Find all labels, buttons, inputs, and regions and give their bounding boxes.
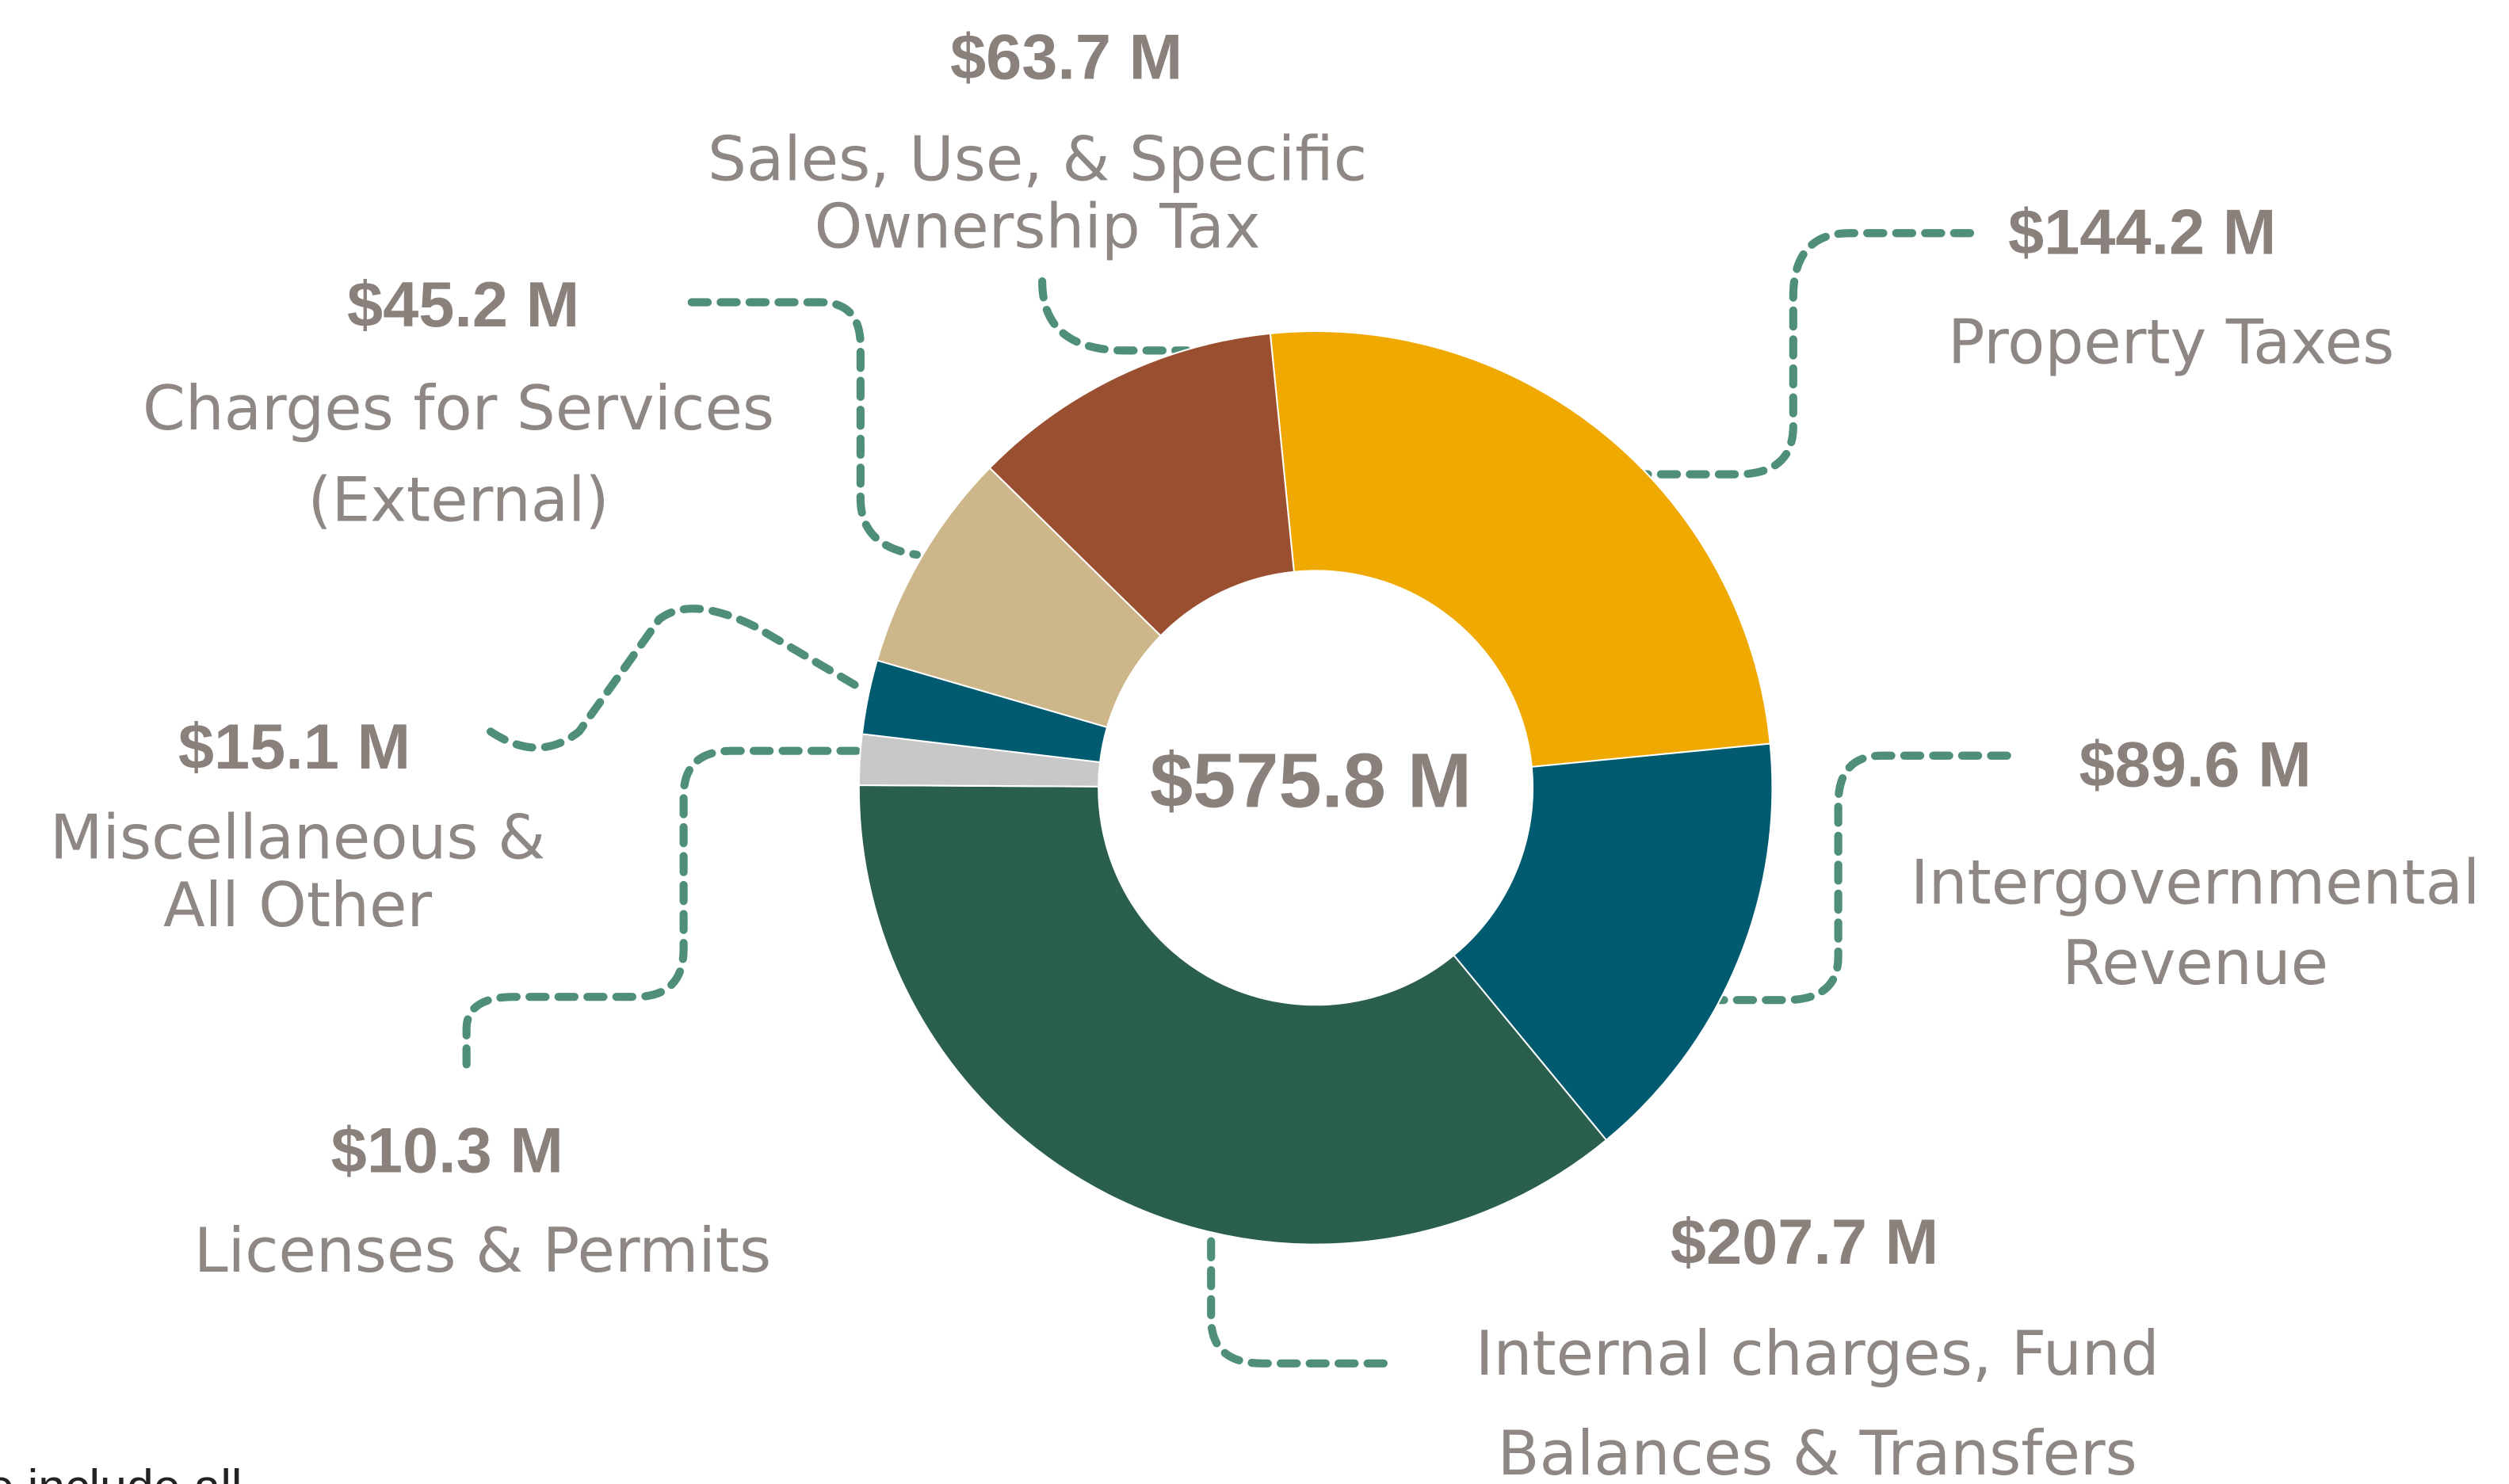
slice: [1269, 330, 1771, 768]
leader-line: [462, 746, 865, 1069]
slices: [857, 330, 1774, 1246]
category-label: Charges for Services (External): [143, 373, 774, 536]
leader-line: [687, 298, 921, 559]
leader-line: [1038, 277, 1191, 355]
value-label: $89.6 M: [2079, 729, 2311, 800]
value-label: $207.7 M: [1671, 1207, 1938, 1278]
slice: [876, 467, 1163, 729]
value-label: $10.3 M: [331, 1115, 563, 1186]
category-label: Intergovernmental Revenue: [1911, 847, 2480, 998]
value-label: $63.7 M: [950, 21, 1182, 93]
value-label: $144.2 M: [2008, 197, 2276, 269]
leader-line: [1207, 1237, 1396, 1368]
category-label: Property Taxes: [1948, 307, 2394, 379]
category-label: Miscellaneous & All Other: [50, 803, 545, 941]
slice: [857, 784, 1608, 1246]
leader-line: [487, 605, 865, 752]
value-label: $15.1 M: [178, 711, 411, 783]
leader-line: [1628, 229, 1975, 479]
leader-lines: [462, 229, 2011, 1368]
center-label: $575.8 M: [1150, 738, 1472, 824]
note: e include all: [0, 1459, 242, 1484]
category-label: Internal charges, Fund Balances & Transfe…: [1476, 1318, 2160, 1484]
category-label: Licenses & Permits: [194, 1215, 772, 1287]
category-label: Sales, Use, & Specific Ownership Tax: [708, 124, 1367, 262]
slice: [1453, 742, 1774, 1142]
leader-line: [1709, 751, 2011, 1005]
slice: [988, 332, 1296, 637]
value-label: $45.2 M: [347, 269, 579, 341]
